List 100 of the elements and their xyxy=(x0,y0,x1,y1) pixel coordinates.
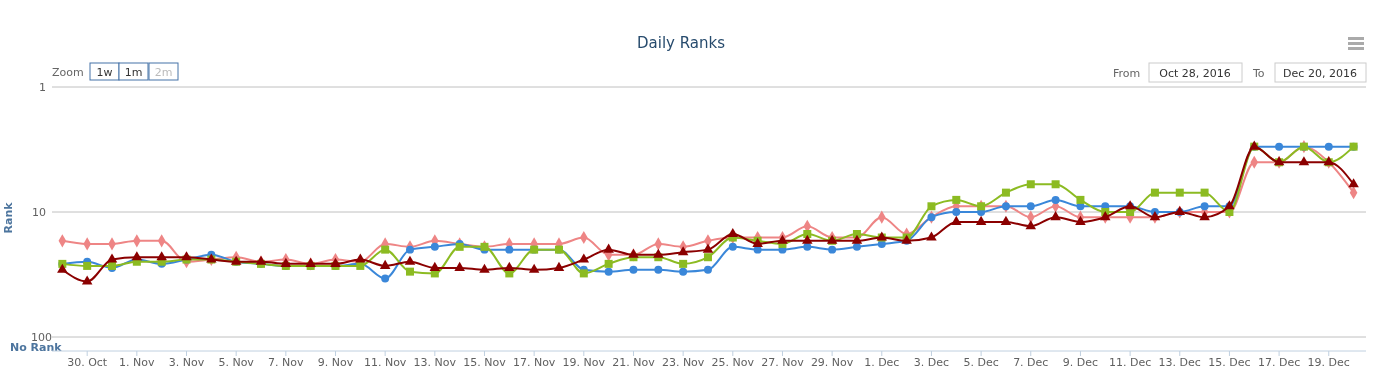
text: From xyxy=(1113,67,1141,80)
x-tick-label: 11. Nov xyxy=(363,356,407,369)
point xyxy=(727,227,739,238)
point xyxy=(1200,188,1209,197)
x-tick-label: 3. Dec xyxy=(913,356,950,369)
point xyxy=(1175,188,1184,197)
point xyxy=(1275,142,1284,151)
point xyxy=(1051,195,1060,204)
point xyxy=(1025,220,1037,230)
point xyxy=(703,253,712,262)
x-tick-label: 1. Dec xyxy=(864,356,900,369)
point xyxy=(975,215,987,225)
point xyxy=(131,251,143,261)
point xyxy=(81,275,93,285)
x-tick-label: 13. Dec xyxy=(1158,356,1201,369)
point xyxy=(803,242,812,251)
text: Zoom xyxy=(52,66,84,79)
point xyxy=(305,257,316,267)
point xyxy=(181,251,192,261)
point xyxy=(1051,180,1060,189)
point xyxy=(927,202,936,211)
y-tick-label: 10 xyxy=(32,206,46,219)
x-tick-label: 27. Nov xyxy=(761,356,805,369)
x-tick-label: 15. Dec xyxy=(1208,356,1251,369)
point xyxy=(728,242,737,251)
text: To xyxy=(1252,67,1265,80)
point xyxy=(952,195,961,204)
point xyxy=(803,230,812,239)
point xyxy=(381,274,390,283)
point xyxy=(603,243,614,253)
point xyxy=(406,245,414,254)
point xyxy=(405,267,414,276)
point xyxy=(156,251,167,261)
point xyxy=(1001,188,1010,197)
point xyxy=(1348,178,1359,188)
x-tick-label: 19. Nov xyxy=(562,356,606,369)
point xyxy=(629,265,638,274)
x-tick-label: 21. Nov xyxy=(612,356,656,369)
point xyxy=(802,234,813,244)
point xyxy=(1050,211,1061,221)
point xyxy=(777,234,788,244)
point xyxy=(504,261,515,271)
x-tick-label: 19. Dec xyxy=(1307,356,1350,369)
point xyxy=(1000,215,1012,225)
point xyxy=(83,261,92,270)
point xyxy=(330,257,341,267)
point xyxy=(952,208,961,216)
point xyxy=(702,243,714,253)
point xyxy=(404,255,416,265)
point xyxy=(429,261,441,271)
x-tick-label: 30. Oct xyxy=(67,356,108,369)
date-field: Oct 28, 2016 xyxy=(1148,62,1243,83)
x-tick-label: 7. Nov xyxy=(268,356,305,369)
x-tick-label: 29. Nov xyxy=(810,356,854,369)
point xyxy=(1200,202,1209,211)
x-tick-label: 5. Nov xyxy=(218,356,255,369)
point xyxy=(255,255,267,265)
x-tick-label: 17. Nov xyxy=(512,356,556,369)
x-tick-label: 9. Nov xyxy=(317,356,354,369)
point xyxy=(1076,195,1085,204)
point xyxy=(1199,211,1210,221)
point xyxy=(851,234,863,244)
point xyxy=(653,248,664,258)
point xyxy=(951,215,962,225)
point xyxy=(1026,202,1035,211)
point xyxy=(280,257,292,267)
point xyxy=(926,231,937,241)
point xyxy=(553,261,565,271)
x-tick-label: 15. Nov xyxy=(463,356,507,369)
point xyxy=(381,245,390,254)
point xyxy=(579,269,588,278)
x-tick-label: 13. Nov xyxy=(413,356,457,369)
point xyxy=(703,265,712,274)
point xyxy=(528,263,540,273)
date-field: Dec 20, 2016 xyxy=(1274,62,1367,83)
point xyxy=(355,253,366,263)
x-tick-label: 5. Dec xyxy=(963,356,999,369)
y-axis-title: Rank xyxy=(2,201,15,234)
x-tick-label: 7. Dec xyxy=(1013,356,1049,369)
point xyxy=(505,245,514,254)
point xyxy=(1026,180,1035,189)
point xyxy=(828,245,837,254)
point xyxy=(578,253,590,263)
point xyxy=(852,242,861,251)
point xyxy=(430,242,439,251)
x-tick-label: 1. Nov xyxy=(119,356,156,369)
point xyxy=(106,253,118,263)
point xyxy=(479,263,490,273)
point xyxy=(677,246,689,256)
point xyxy=(1075,215,1086,225)
point xyxy=(1298,156,1310,166)
point xyxy=(679,267,688,276)
point xyxy=(379,259,391,269)
y-tick-label: 100 xyxy=(31,331,52,344)
point xyxy=(604,259,613,268)
point xyxy=(1150,188,1159,197)
x-tick-label: 23. Nov xyxy=(661,356,705,369)
x-tick-label: 3. Nov xyxy=(168,356,205,369)
x-tick-label: 25. Nov xyxy=(711,356,755,369)
point xyxy=(679,259,688,268)
